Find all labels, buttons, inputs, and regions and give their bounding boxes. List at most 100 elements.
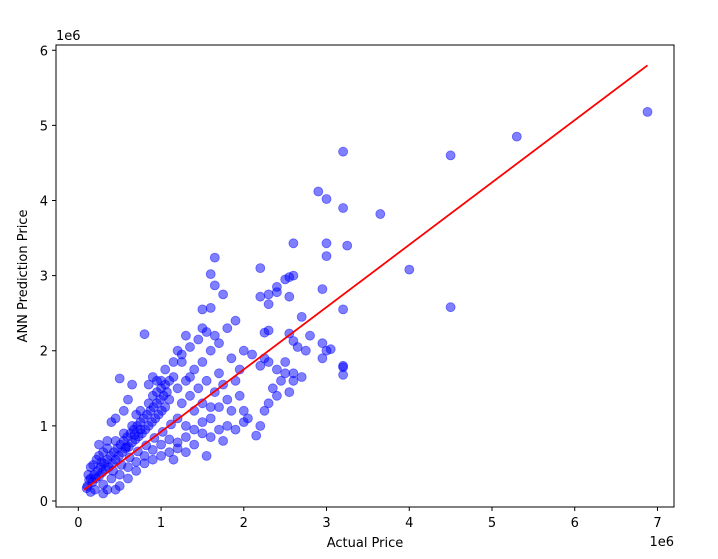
data-point [259, 327, 270, 338]
data-point [189, 364, 200, 375]
data-point [185, 390, 195, 401]
data-point [205, 402, 216, 413]
data-point [205, 345, 216, 356]
data-point [205, 432, 216, 443]
data-point [164, 434, 175, 445]
data-point [238, 417, 249, 428]
data-point [197, 428, 208, 439]
data-point [338, 304, 349, 315]
data-point [445, 150, 456, 161]
data-point [185, 372, 195, 382]
data-point [193, 334, 204, 345]
x-axis-label: Actual Price [327, 536, 404, 551]
data-point [156, 439, 167, 450]
data-point [222, 420, 233, 431]
data-point [255, 263, 266, 274]
data-point [147, 454, 158, 465]
data-point [121, 441, 132, 452]
data-point [284, 291, 295, 302]
data-point [445, 302, 456, 313]
data-point [201, 375, 212, 386]
data-point [288, 368, 299, 379]
data-point [284, 387, 295, 398]
data-point [205, 269, 216, 280]
data-point [114, 373, 125, 384]
y-axis-label: ANN Prediction Price [16, 210, 31, 343]
data-point [180, 330, 191, 341]
data-point [317, 338, 328, 349]
data-point [338, 146, 349, 157]
data-point [209, 280, 220, 291]
data-point [338, 362, 349, 373]
data-point [94, 439, 104, 450]
data-point [180, 447, 191, 458]
data-point [123, 394, 133, 405]
data-point [139, 458, 150, 469]
data-point [164, 447, 175, 458]
x-tick-label: 5 [488, 516, 496, 531]
data-point [160, 364, 171, 375]
data-point [263, 289, 274, 300]
data-point [280, 368, 291, 379]
y-tick-label: 6 [40, 44, 48, 59]
data-point [124, 452, 135, 463]
data-point [280, 357, 291, 367]
y-tick-label: 5 [40, 119, 48, 134]
data-point [247, 349, 258, 360]
data-point [263, 398, 274, 409]
fit-line-layer [83, 64, 649, 491]
data-point [267, 383, 278, 394]
data-point [201, 450, 212, 461]
data-point [642, 107, 653, 117]
data-point [106, 417, 117, 428]
data-point [300, 345, 311, 356]
data-point [131, 409, 142, 420]
data-point [164, 394, 175, 405]
data-point [321, 238, 332, 249]
data-point [209, 330, 220, 341]
data-point [375, 209, 386, 219]
y-axis-ticks: 0 1 2 3 4 5 6 [40, 44, 56, 510]
data-point [296, 372, 307, 382]
data-point [180, 432, 191, 443]
data-point [118, 405, 129, 416]
data-point [205, 302, 216, 313]
data-point [317, 284, 328, 295]
y-tick-label: 4 [40, 195, 48, 210]
data-point [255, 291, 266, 302]
data-point [255, 420, 266, 431]
data-point [338, 203, 349, 213]
data-point [172, 383, 183, 394]
data-point [214, 368, 224, 379]
data-point [259, 405, 270, 416]
data-point [98, 447, 109, 458]
data-point [172, 437, 183, 448]
data-point [238, 345, 249, 356]
data-point [197, 304, 208, 315]
y-axis-offset-label: 1e6 [56, 29, 81, 44]
data-point [255, 360, 266, 371]
data-point [143, 398, 154, 409]
data-point [325, 344, 336, 355]
data-point [180, 420, 191, 431]
data-point [222, 323, 233, 334]
x-tick-label: 1 [157, 516, 165, 531]
data-point [147, 390, 158, 401]
data-point [168, 357, 179, 367]
y-tick-label: 3 [40, 270, 48, 285]
data-point [238, 405, 249, 416]
data-point [132, 446, 143, 457]
data-point [218, 435, 229, 446]
data-point [197, 323, 208, 334]
y-tick-label: 0 [40, 495, 48, 510]
data-point [263, 299, 274, 310]
data-point [226, 353, 237, 364]
data-point [83, 469, 94, 480]
y-tick-label: 1 [40, 420, 48, 435]
data-point [185, 342, 195, 352]
data-point [222, 394, 233, 405]
data-point [271, 287, 282, 298]
data-point [251, 430, 262, 441]
data-point [147, 372, 158, 382]
data-point [218, 289, 229, 300]
